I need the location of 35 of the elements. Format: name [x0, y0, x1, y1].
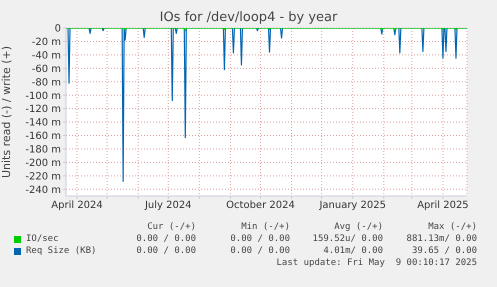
text: 4.01m/ 0.00 — [323, 246, 383, 256]
y-tick-label: -60 m — [32, 64, 61, 75]
y-tick-label: -20 m — [32, 36, 61, 48]
x-tick-label: April 2025 — [417, 200, 469, 212]
y-tick-label: -100 m — [25, 90, 61, 102]
chart-title: IOs for /dev/loop4 - by year — [158, 10, 338, 25]
x-tick-label: January 2025 — [318, 200, 386, 212]
y-tick-label: -240 m — [25, 184, 61, 196]
text: 159.52u/ 0.00 — [312, 234, 383, 244]
text: 881.13m/ 0.00 — [406, 234, 477, 244]
y-tick-label: -40 m — [32, 50, 61, 62]
text: 0.00 / 0.00 — [136, 234, 196, 244]
text: 39.65 / 0.00 — [412, 246, 477, 256]
y-tick-label: -160 m — [25, 131, 61, 142]
y-tick-label: -200 m — [25, 158, 61, 169]
legend-label: Req Size (KB) — [26, 246, 96, 256]
text: 0.00 / 0.00 — [230, 246, 290, 256]
legend-label: IO/sec — [26, 234, 59, 244]
y-tick-label: -120 m — [25, 104, 61, 116]
text: Cur (-/+) — [147, 222, 196, 232]
y-axis-title: Units read (-) / write (+) — [0, 46, 13, 178]
y-tick-label: -180 m — [25, 144, 61, 156]
text: Last update: Fri May 9 00:10:17 2025 — [276, 258, 478, 268]
text: 0.00 / 0.00 — [230, 234, 290, 244]
x-tick-label: July 2024 — [144, 200, 192, 212]
text: Avg (-/+) — [334, 222, 383, 232]
x-tick-label: October 2024 — [226, 200, 295, 212]
text: Min (-/+) — [241, 222, 290, 232]
y-tick-label: -220 m — [25, 171, 61, 182]
x-tick-label: April 2024 — [51, 200, 103, 212]
y-tick-label: -80 m — [32, 77, 61, 88]
text: Max (-/+) — [428, 222, 477, 232]
text: 0.00 / 0.00 — [136, 246, 196, 256]
y-tick-label: 0 — [54, 24, 61, 35]
y-tick-label: -140 m — [25, 118, 61, 129]
